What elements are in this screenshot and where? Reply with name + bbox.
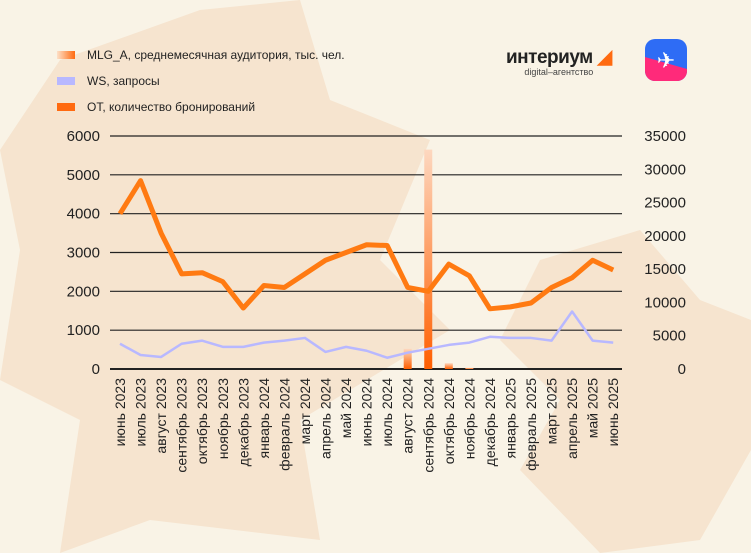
x-tick-label: декабрь 2023 bbox=[235, 378, 251, 467]
right-tick-label: 20000 bbox=[644, 228, 686, 245]
bar-октябрь 2024 bbox=[444, 363, 453, 369]
x-tick-label: январь 2024 bbox=[256, 378, 272, 459]
x-tick-label: июнь 2025 bbox=[605, 378, 621, 447]
svg-text:✈: ✈ bbox=[657, 48, 675, 73]
x-tick-label: февраль 2024 bbox=[276, 378, 292, 471]
right-tick-label: 30000 bbox=[644, 161, 686, 178]
right-tick-label: 25000 bbox=[644, 195, 686, 212]
x-tick-label: февраль 2025 bbox=[523, 378, 539, 471]
legend-swatch bbox=[57, 103, 75, 111]
x-tick-label: сентябрь 2023 bbox=[174, 378, 190, 473]
left-tick-label: 1000 bbox=[67, 322, 100, 339]
right-tick-label: 35000 bbox=[644, 128, 686, 145]
legend-item-ot: OT, количество бронирований bbox=[57, 94, 345, 120]
left-tick-label: 6000 bbox=[67, 128, 100, 145]
bar-август 2024 bbox=[403, 348, 412, 369]
x-tick-label: март 2024 bbox=[297, 378, 313, 445]
x-tick-label: ноябрь 2024 bbox=[461, 378, 477, 459]
interium-logo: интериум ◢ digital–агентство bbox=[506, 47, 612, 77]
logo-name: интериум bbox=[506, 47, 593, 68]
right-tick-label: 0 bbox=[678, 361, 686, 378]
left-tick-label: 0 bbox=[92, 361, 100, 378]
right-tick-label: 10000 bbox=[644, 294, 686, 311]
x-tick-label: март 2025 bbox=[544, 378, 560, 445]
x-tick-label: май 2025 bbox=[585, 378, 601, 438]
left-tick-label: 3000 bbox=[67, 245, 100, 262]
x-tick-label: октябрь 2024 bbox=[441, 378, 457, 464]
x-tick-label: август 2024 bbox=[400, 378, 416, 454]
logo-tagline: digital–агентство bbox=[524, 67, 594, 77]
x-tick-label: май 2024 bbox=[338, 378, 354, 438]
bar-ноябрь 2024 bbox=[465, 367, 474, 369]
x-tick-label: апрель 2025 bbox=[564, 378, 580, 459]
x-tick-label: июнь 2023 bbox=[112, 378, 128, 447]
x-tick-label: ноябрь 2023 bbox=[215, 378, 231, 459]
left-tick-label: 5000 bbox=[67, 167, 100, 184]
x-tick-label: апрель 2024 bbox=[318, 378, 334, 459]
legend-item-mlg: MLG_A, среднемесячная аудитория, тыс. че… bbox=[57, 42, 345, 68]
x-tick-label: август 2023 bbox=[153, 378, 169, 454]
bar-сентябрь 2024 bbox=[424, 149, 433, 369]
x-tick-label: январь 2025 bbox=[502, 378, 518, 459]
x-tick-label: октябрь 2023 bbox=[194, 378, 210, 464]
x-tick-label: июль 2023 bbox=[133, 378, 149, 447]
legend-label: WS, запросы bbox=[87, 74, 160, 88]
x-tick-label: июнь 2024 bbox=[359, 378, 375, 447]
legend-item-ws: WS, запросы bbox=[57, 68, 345, 94]
x-tick-label: сентябрь 2024 bbox=[420, 378, 436, 473]
right-tick-label: 5000 bbox=[653, 328, 686, 345]
left-tick-label: 2000 bbox=[67, 283, 100, 300]
left-tick-label: 4000 bbox=[67, 206, 100, 223]
legend: MLG_A, среднемесячная аудитория, тыс. че… bbox=[57, 42, 345, 120]
legend-label: OT, количество бронирований bbox=[87, 100, 256, 114]
legend-swatch bbox=[57, 77, 75, 85]
airplane-app-icon: ✈ bbox=[645, 39, 687, 81]
x-tick-label: июль 2024 bbox=[379, 378, 395, 447]
x-tick-label: декабрь 2024 bbox=[482, 378, 498, 467]
legend-label: MLG_A, среднемесячная аудитория, тыс. че… bbox=[87, 48, 345, 62]
right-tick-label: 15000 bbox=[644, 261, 686, 278]
legend-swatch bbox=[57, 51, 75, 59]
